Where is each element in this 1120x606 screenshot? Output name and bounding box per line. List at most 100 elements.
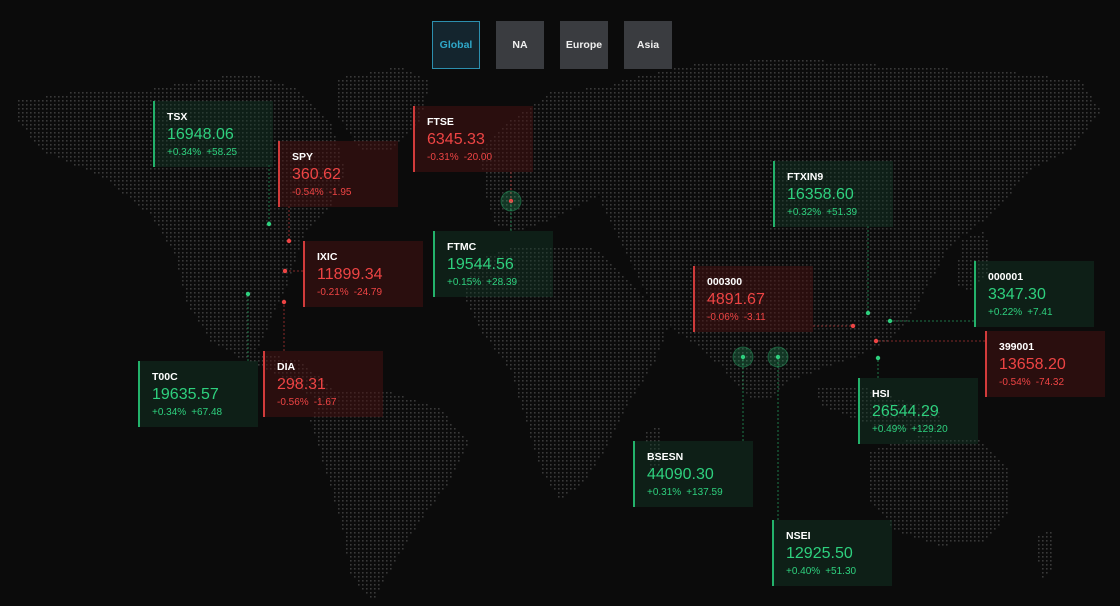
tab-na[interactable]: NA — [496, 21, 544, 69]
index-change-value: -20.00 — [463, 152, 493, 163]
index-symbol: HSI — [872, 388, 890, 400]
index-card-t00c[interactable]: T00C 19635.57 +0.34% +67.48 — [138, 361, 258, 427]
index-change: -0.21% -24.79 — [317, 286, 423, 299]
location-marker-ixic — [282, 268, 288, 274]
index-change-percent: +0.40% — [786, 566, 821, 577]
index-change-value: +51.39 — [826, 207, 858, 218]
index-change-value: +51.30 — [825, 566, 857, 577]
index-price: 6345.33 — [427, 131, 485, 148]
index-card-bsesn[interactable]: BSESN 44090.30 +0.31% +137.59 — [633, 441, 753, 507]
index-card-nsei[interactable]: NSEI 12925.50 +0.40% +51.30 — [772, 520, 892, 586]
index-change-percent: +0.22% — [988, 307, 1023, 318]
index-change-value: -1.95 — [328, 187, 352, 198]
index-change-percent: +0.34% — [167, 147, 202, 158]
index-price: 16948.06 — [167, 126, 234, 143]
index-card-ftse[interactable]: FTSE 6345.33 -0.31% -20.00 — [413, 106, 533, 172]
connector-lines — [245, 165, 985, 520]
index-change: -0.54% -1.95 — [292, 186, 398, 199]
index-symbol: FTXIN9 — [787, 171, 824, 183]
index-change-value: +67.48 — [191, 407, 223, 418]
index-change-percent: +0.32% — [787, 207, 822, 218]
index-change-percent: +0.15% — [447, 277, 482, 288]
index-symbol: FTMC — [447, 241, 477, 253]
index-change-percent: +0.31% — [647, 487, 682, 498]
index-price: 16358.60 — [787, 186, 854, 203]
index-price: 44090.30 — [647, 466, 714, 483]
index-change-percent: -0.31% — [427, 152, 459, 163]
index-change: +0.34% +58.25 — [167, 146, 273, 159]
index-change-percent: +0.34% — [152, 407, 187, 418]
index-symbol: BSESN — [647, 451, 684, 463]
index-change-value: +58.25 — [206, 147, 238, 158]
index-change-value: +129.20 — [911, 424, 948, 435]
index-price: 360.62 — [292, 166, 341, 183]
location-marker-bsesn — [740, 354, 746, 360]
index-symbol: T00C — [152, 371, 178, 383]
index-change-value: -3.11 — [743, 312, 766, 323]
index-card-dia[interactable]: DIA 298.31 -0.56% -1.67 — [263, 351, 383, 417]
location-marker-hsi — [875, 355, 881, 361]
location-marker-nsei — [775, 354, 781, 360]
index-change: -0.31% -20.00 — [427, 151, 533, 164]
index-card-ftxin9[interactable]: FTXIN9 16358.60 +0.32% +51.39 — [773, 161, 893, 227]
index-symbol: TSX — [167, 111, 188, 123]
index-change-percent: -0.06% — [707, 312, 739, 323]
index-price: 11899.34 — [317, 266, 383, 283]
index-card-ixic[interactable]: IXIC 11899.34 -0.21% -24.79 — [303, 241, 423, 307]
index-change: +0.22% +7.41 — [988, 306, 1094, 319]
index-symbol: 000300 — [707, 276, 743, 288]
index-change: +0.15% +28.39 — [447, 276, 553, 289]
index-symbol: FTSE — [427, 116, 454, 128]
index-symbol: 399001 — [999, 341, 1035, 353]
index-change-value: -24.79 — [353, 287, 383, 298]
index-change: -0.54% -74.32 — [999, 376, 1105, 389]
index-card-hsi[interactable]: HSI 26544.29 +0.49% +129.20 — [858, 378, 978, 444]
index-symbol: IXIC — [317, 251, 338, 263]
tab-global[interactable]: Global — [432, 21, 480, 69]
index-price: 3347.30 — [988, 286, 1046, 303]
location-marker-000001 — [887, 318, 893, 324]
index-change-value: +137.59 — [686, 487, 723, 498]
index-change: +0.31% +137.59 — [647, 486, 753, 499]
index-change: +0.49% +129.20 — [872, 423, 978, 436]
location-marker-ftxin9 — [865, 310, 871, 316]
index-change-percent: -0.54% — [999, 377, 1031, 388]
index-card-000300[interactable]: 000300 4891.67 -0.06% -3.11 — [693, 266, 813, 332]
index-change-percent: +0.49% — [872, 424, 907, 435]
index-change-value: -74.32 — [1035, 377, 1065, 388]
index-card-spy[interactable]: SPY 360.62 -0.54% -1.95 — [278, 141, 398, 207]
location-marker-spy — [286, 238, 292, 244]
index-card-399001[interactable]: 399001 13658.20 -0.54% -74.32 — [985, 331, 1105, 397]
index-price: 4891.67 — [707, 291, 765, 308]
index-change: +0.32% +51.39 — [787, 206, 893, 219]
index-change: -0.56% -1.67 — [277, 396, 383, 409]
index-change: +0.34% +67.48 — [152, 406, 258, 419]
index-change: -0.06% -3.11 — [707, 311, 813, 324]
location-marker-t00c — [245, 291, 251, 297]
index-change: +0.40% +51.30 — [786, 565, 892, 578]
index-change-value: +7.41 — [1027, 307, 1053, 318]
index-card-ftmc[interactable]: FTMC 19544.56 +0.15% +28.39 — [433, 231, 553, 297]
index-price: 13658.20 — [999, 356, 1066, 373]
location-marker-tsx — [266, 221, 272, 227]
index-price: 19544.56 — [447, 256, 514, 273]
location-marker-399001 — [873, 338, 879, 344]
index-change-percent: -0.54% — [292, 187, 324, 198]
index-price: 298.31 — [277, 376, 326, 393]
index-change-percent: -0.56% — [277, 397, 309, 408]
index-price: 19635.57 — [152, 386, 219, 403]
index-card-000001[interactable]: 000001 3347.30 +0.22% +7.41 — [974, 261, 1094, 327]
index-change-value: +28.39 — [486, 277, 518, 288]
tab-asia[interactable]: Asia — [624, 21, 672, 69]
tab-europe[interactable]: Europe — [560, 21, 608, 69]
index-price: 12925.50 — [786, 545, 853, 562]
index-change-value: -1.67 — [313, 397, 337, 408]
index-symbol: 000001 — [988, 271, 1024, 283]
index-card-tsx[interactable]: TSX 16948.06 +0.34% +58.25 — [153, 101, 273, 167]
index-symbol: DIA — [277, 361, 296, 373]
location-marker-000300 — [850, 323, 856, 329]
index-symbol: NSEI — [786, 530, 811, 542]
index-symbol: SPY — [292, 151, 314, 163]
